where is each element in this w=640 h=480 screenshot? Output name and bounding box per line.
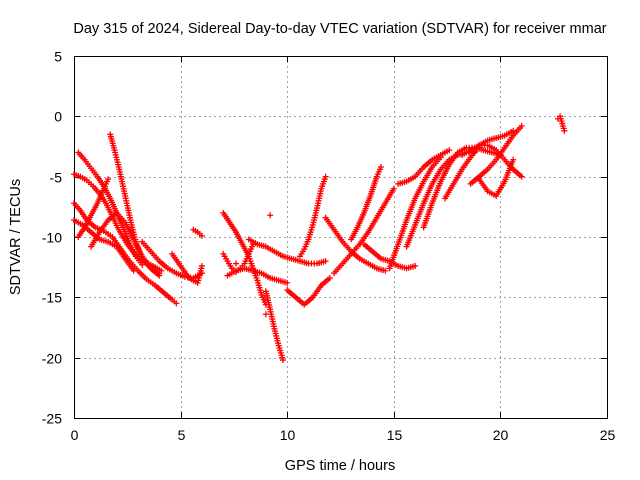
data-point	[198, 262, 205, 269]
data-point	[412, 262, 419, 269]
x-axis-label: GPS time / hours	[285, 458, 395, 474]
data-point	[518, 173, 525, 180]
data-point	[156, 270, 163, 277]
x-tick-label: 5	[178, 427, 186, 443]
data-point	[233, 260, 240, 267]
data-point	[284, 279, 291, 286]
y-tick-label: 5	[54, 49, 62, 65]
x-tick-label: 25	[600, 427, 616, 443]
series-arc-16	[284, 275, 333, 308]
x-tick-labels: 0 5 10 15 20 25	[71, 427, 616, 443]
series-arc-13	[224, 265, 291, 286]
data-point	[262, 311, 269, 318]
series-arc-18	[322, 214, 389, 274]
y-tick-label: -15	[42, 290, 62, 306]
series-arc-29	[476, 156, 517, 199]
series-arc-28	[467, 122, 525, 187]
data-point	[561, 127, 568, 134]
y-tick-label: -10	[42, 230, 62, 246]
data-point	[390, 185, 397, 192]
data-point	[518, 122, 525, 129]
series-arc-14	[245, 236, 329, 267]
series-arc-22	[386, 154, 444, 272]
y-axis-label: SDTVAR / TECUs	[8, 179, 24, 295]
series-arc-20	[348, 164, 385, 243]
series-arc-04	[75, 176, 112, 240]
series-arc-26	[441, 127, 517, 202]
series-arc-01	[71, 200, 180, 307]
isolated-points	[233, 212, 274, 318]
x-tick-label: 0	[71, 427, 79, 443]
plot-frame	[74, 56, 608, 419]
series-arc-15	[262, 288, 286, 364]
series-arc-07	[107, 131, 163, 277]
y-tick-label: 0	[54, 109, 62, 125]
x-tick-label: 15	[387, 427, 403, 443]
data-point	[378, 164, 385, 171]
series-arc-06	[71, 217, 137, 274]
data-point	[139, 261, 146, 268]
x-tick-label: 10	[280, 427, 296, 443]
series-arc-09	[169, 250, 205, 286]
y-tick-labels: -25 -20 -15 -10 -5 0 5	[42, 49, 62, 427]
series-arc-17	[296, 173, 329, 260]
series-arc-08	[139, 238, 205, 282]
y-tick-label: -25	[42, 411, 62, 427]
chart-title: Day 315 of 2024, Sidereal Day-to-day VTE…	[73, 21, 606, 37]
data-point	[446, 147, 453, 154]
series-arc-10	[190, 226, 205, 239]
data-point	[382, 267, 389, 274]
y-tick-label: -5	[50, 170, 63, 186]
data-point	[322, 173, 329, 180]
series-arc-19	[331, 185, 397, 277]
series-arc-02	[75, 149, 146, 268]
data-point	[326, 275, 333, 282]
data-point	[510, 156, 517, 163]
data-marks	[71, 113, 568, 364]
data-point	[322, 258, 329, 265]
data-point	[198, 232, 205, 239]
data-point	[105, 176, 112, 183]
data-point	[173, 300, 180, 307]
grid-lines	[74, 56, 607, 418]
series-arc-30	[554, 113, 568, 134]
x-tick-label: 20	[493, 427, 509, 443]
data-point	[267, 212, 274, 219]
data-point	[130, 267, 137, 274]
series-arc-24	[395, 147, 453, 187]
data-point	[279, 357, 286, 364]
y-tick-label: -20	[42, 351, 62, 367]
series-arc-03	[71, 171, 165, 274]
